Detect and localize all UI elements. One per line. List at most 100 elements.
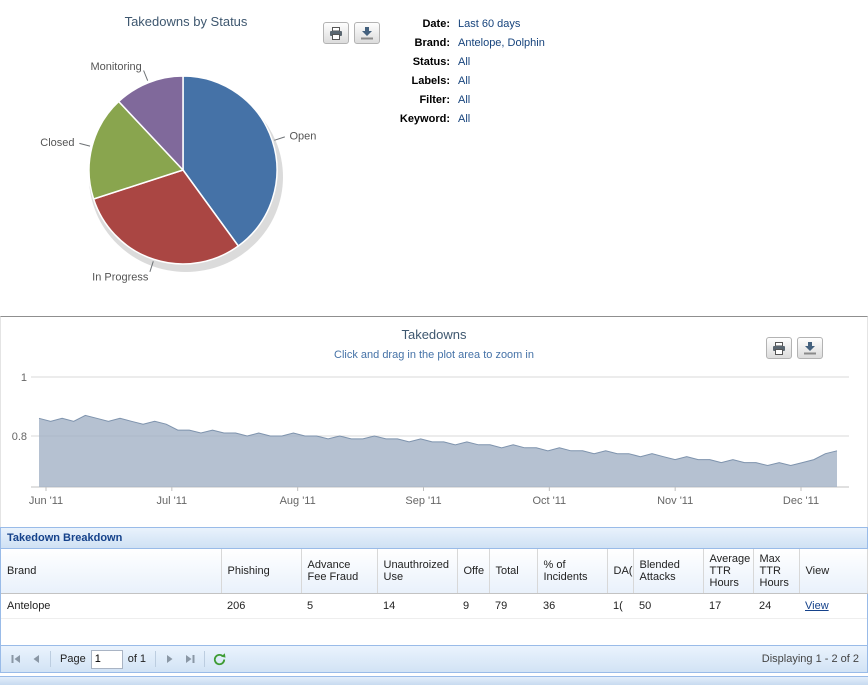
pie-chart-toolbar	[323, 22, 380, 44]
filters-panel: Date: Last 60 days Brand: Antelope, Dolp…	[394, 18, 545, 132]
download-chart-button[interactable]	[797, 337, 823, 359]
table-row[interactable]: Antelope 206 5 14 9 79 36 1( 50 17 24 Vi…	[1, 593, 867, 619]
toolbar-separator	[155, 651, 157, 667]
download-icon	[804, 342, 816, 355]
x-axis-label: Jul '11	[157, 495, 188, 507]
next-page-button[interactable]	[160, 649, 180, 669]
col-header-offe[interactable]: Offe	[457, 549, 490, 594]
filter-label: Keyword:	[399, 113, 450, 125]
cell-max-ttr-hours: 24	[753, 593, 799, 619]
cell-phishing: 206	[221, 593, 301, 619]
page-number-input[interactable]	[90, 649, 123, 669]
filter-row-brand: Brand: Antelope, Dolphin	[394, 37, 545, 49]
print-icon	[330, 26, 342, 40]
cell-pct-of-incidents: 36	[537, 593, 607, 619]
col-header-view[interactable]: View	[799, 549, 868, 594]
filter-row-labels: Labels: All	[394, 75, 545, 87]
download-chart-button[interactable]	[354, 22, 380, 44]
first-page-icon	[11, 655, 20, 663]
pie-slice-label: Monitoring	[90, 61, 141, 73]
pie-slice-closed[interactable]	[88, 100, 184, 200]
pie-slice-label: Closed	[40, 137, 74, 149]
pie-label-connector	[143, 70, 149, 81]
pie-label-connector	[149, 261, 154, 272]
print-chart-button[interactable]	[766, 337, 792, 359]
x-axis-label: Dec '11	[783, 495, 819, 507]
filter-label: Brand:	[414, 37, 450, 49]
area-chart-toolbar	[766, 337, 823, 359]
pie-slice-label: In Progress	[92, 272, 149, 284]
col-header-advance-fee-fraud[interactable]: Advance Fee Fraud	[301, 549, 378, 594]
area-chart-subtitle: Click and drag in the plot area to zoom …	[334, 349, 534, 361]
filter-brand-link[interactable]: Antelope, Dolphin	[458, 37, 545, 49]
x-axis-label: Aug '11	[280, 495, 316, 507]
cell-average-ttr-hours: 17	[703, 593, 753, 619]
grid-body-filler	[1, 618, 867, 645]
col-header-brand[interactable]: Brand	[1, 549, 222, 594]
takedowns-by-status-pie-chart: Open In Progress Closed Monitoring	[40, 61, 317, 284]
page-label: Page	[60, 653, 86, 665]
col-header-total[interactable]: Total	[489, 549, 538, 594]
cell-blended-attacks: 50	[633, 593, 703, 619]
y-axis-label: 1	[21, 372, 27, 384]
cell-total: 79	[489, 593, 537, 619]
view-link[interactable]: View	[805, 600, 829, 612]
print-chart-button[interactable]	[323, 22, 349, 44]
filter-status-link[interactable]: All	[458, 56, 471, 68]
col-header-average-ttr-hours[interactable]: Average TTR Hours	[703, 549, 754, 594]
refresh-icon	[213, 652, 226, 665]
cell-dac: 1(	[607, 593, 633, 619]
filter-row-status: Status: All	[394, 56, 545, 68]
pie-slice-open[interactable]	[182, 75, 278, 247]
filter-row-date: Date: Last 60 days	[394, 18, 545, 30]
col-header-phishing[interactable]: Phishing	[221, 549, 302, 594]
print-icon	[773, 341, 785, 355]
area-series[interactable]	[39, 415, 837, 487]
pie-label-connector	[274, 136, 285, 141]
pie-chart-title: Takedowns by Status	[124, 14, 248, 29]
cell-advance-fee-fraud: 5	[301, 593, 377, 619]
summary-section: Takedowns by Status Open In Progress Close…	[0, 0, 868, 316]
prev-page-button[interactable]	[26, 649, 46, 669]
x-axis-label: Nov '11	[657, 495, 693, 507]
page-count-label: of 1	[127, 653, 147, 665]
takedown-breakdown-panel: Takedown Breakdown Brand Phishing Advanc…	[0, 527, 868, 673]
cell-unauthroized-use: 14	[377, 593, 457, 619]
takedowns-area-chart: 1 0.8 Jun '11 Jul '11 Aug '11 Sep '11 Oct '11 N…	[12, 372, 849, 507]
filter-keyword-link[interactable]: All	[458, 113, 471, 125]
x-axis-label: Oct '11	[532, 495, 566, 507]
filter-row-keyword: Keyword: All	[394, 113, 545, 125]
col-header-blended-attacks[interactable]: Blended Attacks	[633, 549, 704, 594]
pie-label-connector	[79, 142, 91, 147]
col-header-unauthroized-use[interactable]: Unauthroized Use	[377, 549, 458, 594]
toolbar-separator	[50, 651, 51, 667]
filter-filter-link[interactable]: All	[458, 94, 471, 106]
prev-page-icon	[33, 655, 39, 663]
col-header-pct-of-incidents[interactable]: % of Incidents	[537, 549, 608, 594]
pie-slice-label: Open	[290, 130, 317, 142]
takedowns-chart-panel: Takedowns Click and drag in the plot are…	[0, 316, 868, 527]
last-page-icon	[186, 655, 195, 663]
x-axis-label: Jun '11	[29, 495, 63, 507]
first-page-button[interactable]	[6, 649, 26, 669]
last-page-button[interactable]	[180, 649, 200, 669]
paging-toolbar: Page of 1 Displaying 1 - 2 of 2	[1, 645, 867, 672]
filter-labels-link[interactable]: All	[458, 75, 471, 87]
col-header-max-ttr-hours[interactable]: Max TTR Hours	[753, 549, 800, 594]
refresh-button[interactable]	[209, 649, 229, 669]
cell-brand: Antelope	[1, 593, 221, 619]
area-series-line	[38, 414, 838, 467]
filter-label: Date:	[422, 18, 450, 30]
y-axis-label: 0.8	[12, 431, 27, 443]
filter-label: Status:	[412, 56, 450, 68]
pie-slice-monitoring[interactable]	[117, 75, 184, 171]
next-page-icon	[167, 655, 173, 663]
filter-date-link[interactable]: Last 60 days	[458, 18, 521, 30]
cell-offe: 9	[457, 593, 489, 619]
pie-slice-in-progress[interactable]	[92, 169, 240, 265]
grid-title: Takedown Breakdown	[1, 528, 867, 549]
filter-label: Filter:	[419, 94, 450, 106]
filter-label: Labels:	[411, 75, 450, 87]
breakdown-table: Brand Phishing Advance Fee Fraud Unauthr…	[1, 549, 868, 645]
col-header-dac[interactable]: DA(	[607, 549, 634, 594]
